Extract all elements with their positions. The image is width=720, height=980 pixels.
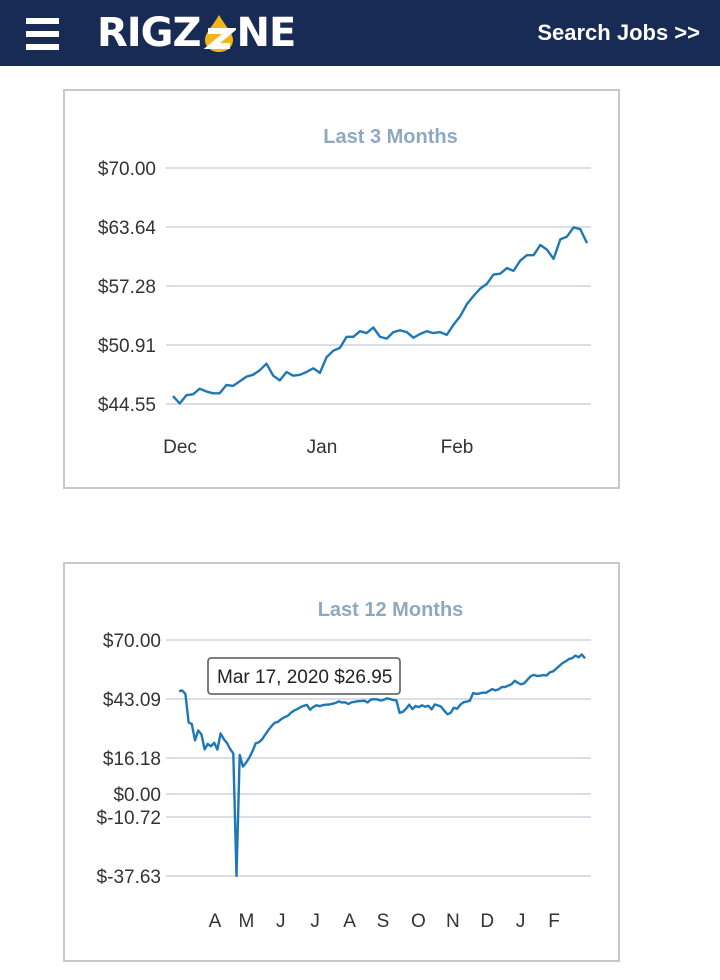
y-tick-label: $0.00: [113, 785, 161, 806]
x-tick-label: F: [548, 911, 560, 932]
y-tick-label: $57.28: [98, 277, 156, 298]
series-line: [178, 653, 586, 878]
chart-panel-3-months: Last 3 Months $70.00 $63.64 $57.28 $50.91 $44…: [63, 89, 620, 489]
y-tick-label: $44.55: [98, 395, 156, 416]
logo-text-right: NE: [236, 10, 297, 56]
y-tick-label: $-10.72: [97, 808, 161, 829]
y-tick-label: $50.91: [98, 336, 156, 357]
chart-12-months: Last 12 Months $70.00 $43.09 $16.18 $0.00$-1…: [97, 599, 591, 932]
x-tick-label: J: [516, 911, 526, 932]
site-header: RIGZ NE Search Jobs >>: [0, 0, 720, 66]
y-tick-label: $43.09: [103, 690, 161, 711]
x-tick-label: D: [480, 911, 494, 932]
x-tick-label: Dec: [163, 437, 197, 458]
menu-icon[interactable]: [26, 18, 59, 50]
chart-3-months: Last 3 Months $70.00 $63.64 $57.28 $50.91 $44…: [98, 126, 591, 458]
chart-title: Last 12 Months: [318, 599, 464, 621]
x-tick-label: Jan: [307, 437, 338, 458]
x-tick-label: Feb: [441, 437, 474, 458]
x-tick-label: N: [446, 911, 460, 932]
x-tick-label: O: [411, 911, 426, 932]
logo-text-left: RIGZ: [97, 10, 202, 56]
x-tick-label: A: [343, 911, 356, 932]
y-tick-label: $16.18: [103, 749, 161, 770]
x-tick-label: M: [238, 911, 254, 932]
search-jobs-link[interactable]: Search Jobs >>: [537, 20, 700, 45]
y-tick-label: $70.00: [98, 159, 156, 180]
oil-drop-icon: [203, 15, 236, 52]
y-tick-label: $70.00: [103, 631, 161, 652]
tooltip-box: [207, 657, 401, 695]
chart-title: Last 3 Months: [323, 126, 457, 148]
y-tick-label: $63.64: [98, 218, 157, 239]
chart-panel-12-months: Last 12 Months $70.00 $43.09 $16.18 $0.00 $-1…: [63, 562, 620, 962]
tooltip-text: Mar 17, 2020 $26.95: [217, 667, 392, 688]
x-tick-label: A: [209, 911, 222, 932]
x-tick-label: J: [276, 911, 286, 932]
x-tick-label: S: [377, 911, 390, 932]
x-tick-label: J: [310, 911, 320, 932]
series-line: [172, 226, 589, 405]
rigzone-logo[interactable]: RIGZ NE: [97, 10, 297, 56]
y-tick-label: $-37.63: [97, 867, 161, 888]
